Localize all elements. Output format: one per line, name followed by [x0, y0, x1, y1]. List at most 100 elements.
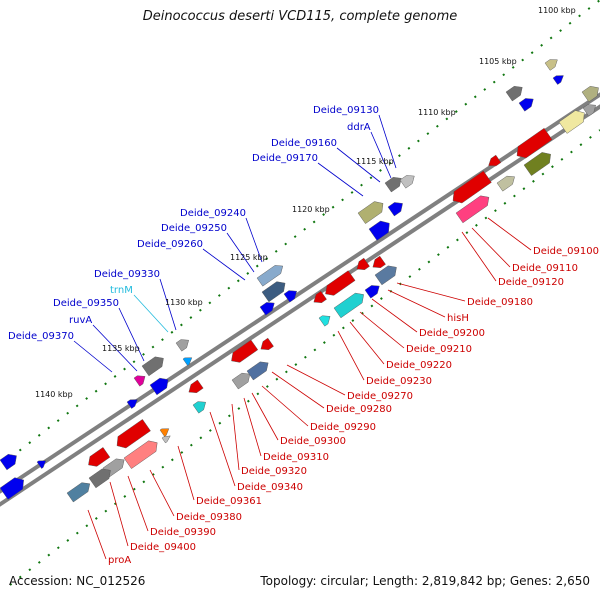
outer-gene-23-shape: [0, 477, 24, 500]
inner-gene-8-shape: [455, 195, 490, 224]
inner-gene-22-shape: [192, 401, 206, 414]
inner-gene-15-shape: [333, 292, 364, 319]
outer-gene-13: [283, 290, 297, 303]
leader-line: [243, 397, 262, 457]
outer-gene-15-shape: [175, 339, 189, 352]
leader-line: [92, 324, 138, 372]
leader-line: [261, 385, 309, 427]
gene-label: Deide_09130: [313, 105, 379, 116]
outer-gene-20-shape: [126, 399, 138, 409]
inner-gene-21-shape: [188, 379, 204, 393]
inner-gene-1: [516, 127, 553, 159]
inner-gene-8: [455, 195, 490, 224]
outer-gene-9-shape: [387, 202, 403, 217]
inner-gene-3: [488, 154, 502, 167]
inner-gene-6-shape: [582, 104, 596, 117]
outer-gene-17-shape: [133, 375, 146, 387]
outer-gene-15: [175, 339, 189, 352]
inner-gene-4-shape: [496, 175, 515, 192]
outer-gene-19: [149, 377, 169, 396]
map-title: Deinococcus deserti VCD115, complete gen…: [142, 9, 458, 24]
feature-layer: [0, 59, 599, 503]
gene-label: Deide_09110: [512, 263, 578, 274]
leader-line: [387, 289, 446, 318]
leader-line: [149, 469, 175, 517]
gene-label: Deide_09400: [130, 542, 196, 553]
gene-label: Deide_09300: [280, 436, 346, 447]
outer-gene-21: [0, 454, 17, 471]
gene-label: proA: [108, 555, 131, 566]
inner-gene-15: [333, 292, 364, 319]
tick-label: 1125 kbp: [230, 253, 268, 262]
leader-line: [487, 217, 532, 251]
gene-label: Deide_09310: [263, 452, 329, 463]
accession-text: Accession: NC_012526: [9, 574, 146, 588]
inner-gene-21: [188, 379, 204, 393]
outer-gene-11: [256, 265, 284, 287]
leader-line: [251, 392, 279, 441]
outer-gene-14: [259, 302, 275, 316]
outer-gene-2: [552, 75, 564, 85]
gene-label: Deide_09340: [237, 482, 303, 493]
outer-gene-16: [182, 357, 193, 366]
tick-label: 1110 kbp: [418, 108, 456, 117]
outer-gene-7-shape: [399, 175, 415, 189]
gene-label: Deide_09260: [137, 239, 203, 250]
leader-line: [317, 162, 364, 197]
inner-gene-1-shape: [516, 127, 553, 159]
outer-gene-1: [544, 59, 558, 71]
inner-gene-20: [246, 361, 269, 381]
gene-label: Deide_09250: [161, 223, 227, 234]
gene-label: Deide_09380: [176, 512, 242, 523]
inner-gene-19-shape: [231, 372, 251, 390]
leader-line: [209, 411, 236, 487]
inner-gene-9: [356, 257, 370, 270]
inner-gene-10: [372, 255, 386, 268]
tick-label: 1140 kbp: [35, 390, 73, 399]
inner-gene-11-shape: [374, 265, 397, 286]
outer-gene-2-shape: [552, 75, 564, 85]
inner-gene-10-shape: [372, 255, 386, 268]
outer-gene-3: [505, 86, 523, 102]
gene-label: Deide_09200: [419, 328, 485, 339]
outer-gene-10: [368, 220, 390, 241]
inner-gene-18: [260, 337, 274, 350]
backbone-layer: [0, 92, 600, 507]
inner-gene-25: [116, 419, 151, 449]
outer-gene-13-shape: [283, 290, 297, 303]
leader-line: [127, 475, 149, 532]
leader-line: [177, 445, 195, 501]
leader-line: [245, 217, 263, 263]
gene-label: Deide_09120: [498, 277, 564, 288]
outer-gene-23: [0, 477, 24, 500]
inner-gene-14: [325, 270, 356, 296]
leader-line: [133, 294, 169, 333]
gene-label: Deide_09220: [386, 360, 452, 371]
outer-gene-5: [581, 86, 599, 103]
outer-gene-6: [384, 177, 402, 193]
inner-gene-24-shape: [161, 435, 171, 444]
leader-line: [202, 248, 246, 281]
genome-summary-text: Topology: circular; Length: 2,819,842 bp…: [260, 574, 590, 588]
inner-gene-13: [313, 290, 327, 303]
leader-line: [271, 371, 325, 409]
inner-gene-2-shape: [523, 152, 551, 176]
labels-layer: 1100 kbp 1105 kbp 1110 kbp 1115 kbp 1120 kbp…: [8, 6, 599, 566]
inner-gene-5-shape: [558, 110, 585, 134]
inner-gene-16: [318, 315, 331, 327]
leader-line: [87, 509, 107, 560]
leader-lines-layer: [73, 114, 532, 560]
gene-label: Deide_09180: [467, 297, 533, 308]
inner-gene-22: [192, 401, 206, 414]
leader-line: [226, 232, 255, 273]
inner-gene-9-shape: [356, 257, 370, 270]
inner-gene-13-shape: [313, 290, 327, 303]
leader-line: [118, 307, 145, 362]
inner-gene-19: [231, 372, 251, 390]
outer-gene-6-shape: [384, 177, 402, 193]
gene-label: Deide_09361: [196, 496, 262, 507]
leader-line: [471, 227, 511, 268]
outer-gene-16-shape: [182, 357, 193, 366]
gene-label: Deide_09270: [347, 391, 413, 402]
